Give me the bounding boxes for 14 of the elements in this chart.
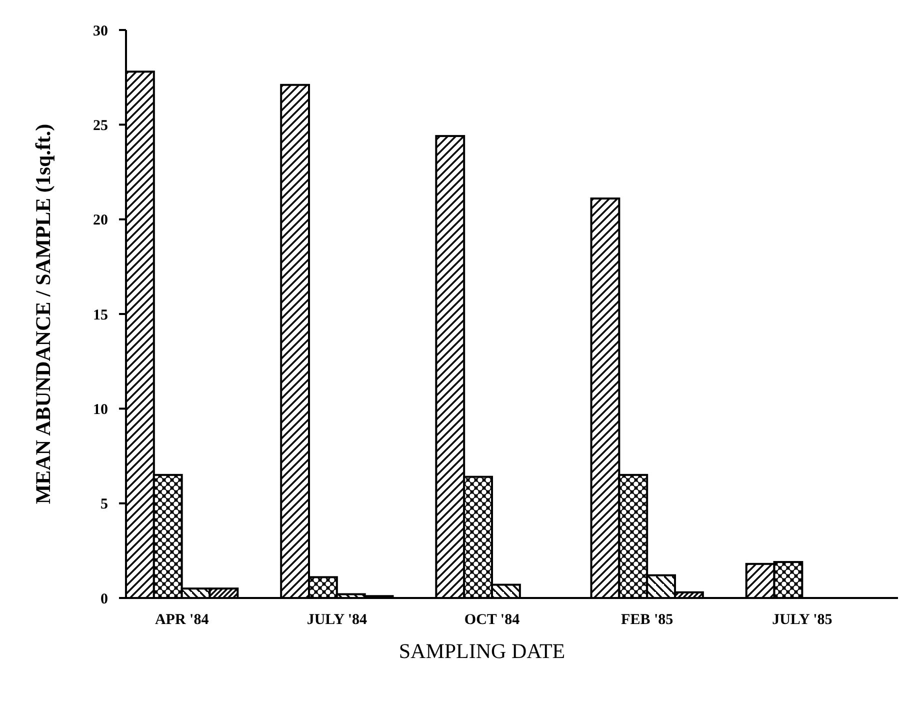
y-tick-label: 5 [100, 496, 108, 513]
x-tick-label: APR '84 [154, 612, 210, 628]
x-axis-title: SAMPLING DATE [398, 639, 566, 663]
y-tick-label: 0 [100, 591, 108, 608]
y-tick-label: 20 [93, 212, 108, 229]
y-tick-label: 25 [93, 118, 108, 134]
y-tick-label: 10 [93, 402, 108, 418]
y-axis-title: MEAN ABUNDANCE / SAMPLE (1sq.ft.) [31, 124, 55, 504]
y-tick-label: 15 [93, 307, 108, 324]
y-tick-label: 30 [93, 23, 108, 40]
x-tick-label: OCT '84 [464, 612, 520, 628]
x-tick-label: JULY '84 [306, 612, 368, 628]
x-tick-label: FEB '85 [621, 612, 674, 628]
x-tick-label: JULY '85 [772, 612, 832, 628]
